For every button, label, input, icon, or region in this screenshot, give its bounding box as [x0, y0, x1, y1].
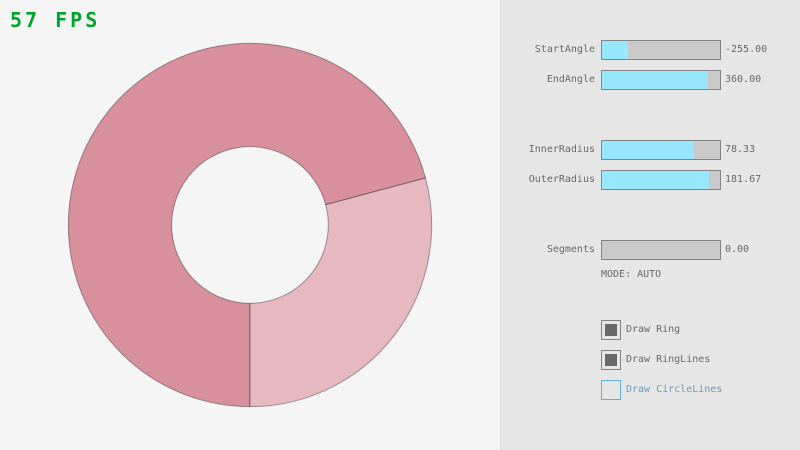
segments-slider[interactable] [601, 240, 721, 260]
outerradius-slider[interactable] [601, 170, 721, 190]
outerradius-slider-fill [602, 171, 710, 189]
fps-counter: 57 FPS [10, 8, 101, 32]
ring-overlap-segment [67, 42, 427, 408]
startangle-label: StartAngle [534, 44, 595, 55]
checkbox-draw-circlelines[interactable]: Draw CircleLines [601, 380, 771, 400]
endangle-label: EndAngle [546, 74, 595, 85]
startangle-value: -255.00 [725, 44, 768, 55]
endangle-slider-fill [602, 71, 709, 89]
innerradius-label: InnerRadius [528, 144, 595, 155]
endangle-slider[interactable] [601, 70, 721, 90]
slider-row-segments: Segments 0.00 [501, 240, 800, 260]
checkmark-icon [605, 354, 617, 366]
checkbox-box[interactable] [601, 380, 621, 400]
innerradius-value: 78.33 [725, 144, 756, 155]
innerradius-slider[interactable] [601, 140, 721, 160]
endangle-value: 360.00 [725, 74, 762, 85]
slider-row-endangle: EndAngle 360.00 [501, 70, 800, 90]
startangle-slider-fill [602, 41, 628, 59]
outerradius-label: OuterRadius [528, 174, 595, 185]
outerradius-value: 181.67 [725, 174, 762, 185]
slider-row-outerradius: OuterRadius 181.67 [501, 170, 800, 190]
segments-label: Segments [546, 244, 595, 255]
checkbox-box[interactable] [601, 350, 621, 370]
checkmark-icon [605, 324, 617, 336]
ring-single-segment [249, 177, 433, 408]
segments-mode-label: MODE: AUTO [601, 269, 662, 280]
segments-value: 0.00 [725, 244, 750, 255]
checkbox-label: Draw CircleLines [626, 384, 723, 395]
slider-row-startangle: StartAngle -255.00 [501, 40, 800, 60]
startangle-slider[interactable] [601, 40, 721, 60]
control-panel: StartAngle -255.00 EndAngle 360.00 Inner… [500, 0, 800, 450]
checkbox-label: Draw Ring [626, 324, 681, 335]
innerradius-slider-fill [602, 141, 695, 159]
checkbox-draw-ring[interactable]: Draw Ring [601, 320, 731, 340]
checkbox-label: Draw RingLines [626, 354, 711, 365]
checkbox-box[interactable] [601, 320, 621, 340]
slider-row-innerradius: InnerRadius 78.33 [501, 140, 800, 160]
checkbox-draw-ringlines[interactable]: Draw RingLines [601, 350, 761, 370]
